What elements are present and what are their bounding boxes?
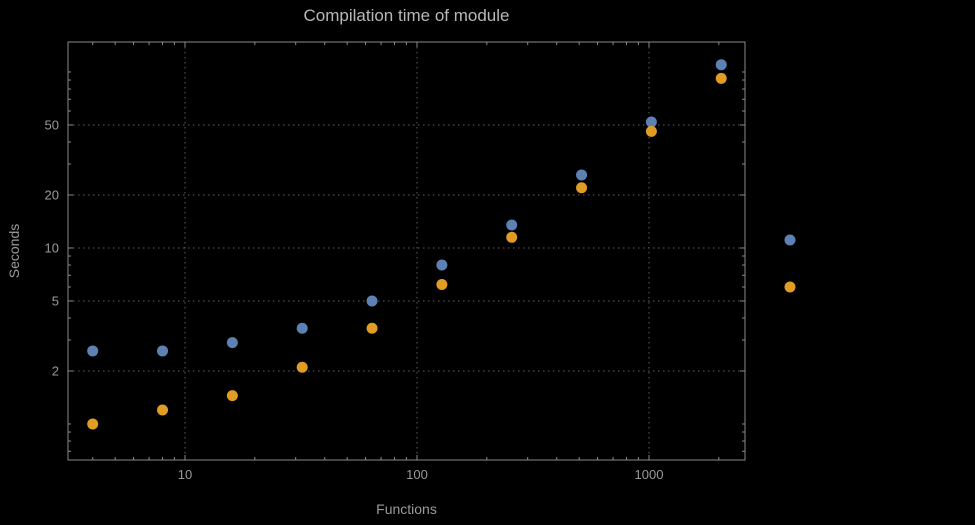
x-tick-label: 1000 <box>635 467 664 482</box>
data-point-series-2-orange <box>296 361 308 373</box>
data-point-series-1-blue <box>226 337 238 349</box>
data-point-series-2-orange <box>715 72 727 84</box>
data-point-series-2-orange <box>87 418 99 430</box>
x-tick-label: 10 <box>178 467 192 482</box>
data-point-series-1-blue <box>645 116 657 128</box>
data-point-series-2-orange <box>226 390 238 402</box>
data-point-series-1-blue <box>715 59 727 71</box>
data-point-series-1-blue <box>366 295 378 307</box>
plot-frame <box>67 41 746 461</box>
data-point-series-1-blue <box>506 219 518 231</box>
data-point-series-2-orange <box>436 279 448 291</box>
y-tick-label: 2 <box>52 364 59 379</box>
y-tick-label: 20 <box>45 188 59 203</box>
y-tick-label: 10 <box>45 240 59 255</box>
data-point-series-2-orange <box>366 322 378 334</box>
x-tick-label: 100 <box>406 467 428 482</box>
data-point-series-1-blue <box>157 345 169 357</box>
chart-title: Compilation time of module <box>303 6 510 25</box>
legend-marker-1 <box>784 234 796 246</box>
data-point-series-1-blue <box>296 322 308 334</box>
data-point-series-1-blue <box>436 259 448 271</box>
y-tick-label: 50 <box>45 117 59 132</box>
y-tick-label: 5 <box>52 293 59 308</box>
data-point-series-1-blue <box>576 169 588 181</box>
data-point-series-2-orange <box>157 404 169 416</box>
data-point-series-2-orange <box>645 125 657 137</box>
data-point-series-2-orange <box>506 231 518 243</box>
data-point-series-2-orange <box>576 182 588 194</box>
legend-marker-2 <box>784 281 796 293</box>
data-point-series-1-blue <box>87 345 99 357</box>
y-axis-label: Seconds <box>6 223 22 279</box>
x-axis-label: Functions <box>376 501 437 517</box>
